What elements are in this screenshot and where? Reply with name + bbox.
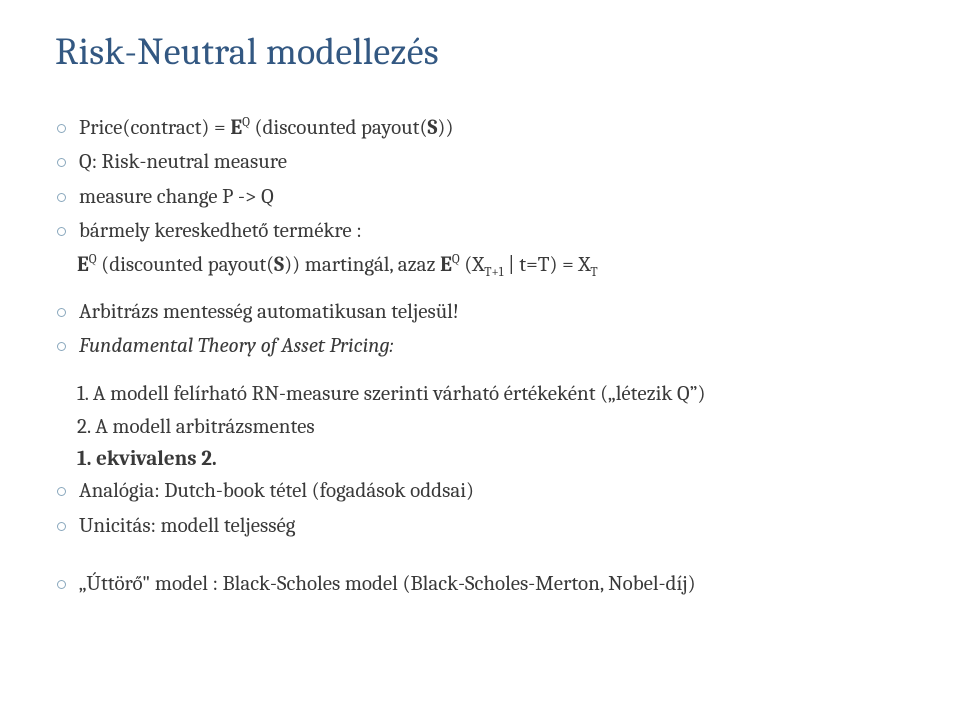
body-line: 1. ekvivalens 2. — [77, 445, 905, 473]
bullet-item: Fundamental Theory of Asset Pricing: — [55, 332, 905, 360]
spacer — [55, 546, 905, 570]
slide-title: Risk-Neutral modellezés — [55, 30, 905, 74]
slide: Risk-Neutral modellezés Price(contract) … — [0, 0, 960, 720]
text-line: 1. A modell felírható RN-measure szerint… — [77, 380, 905, 408]
body-line: EQ (discounted payout(S)) martingál, aza… — [77, 251, 905, 279]
bullet-item: Analógia: Dutch-book tétel (fogadások od… — [55, 477, 905, 505]
bullet-item: Unicitás: modell teljesség — [55, 512, 905, 540]
text-line: 1. ekvivalens 2. — [77, 445, 905, 473]
text-line: 2. A modell arbitrázsmentes — [77, 413, 905, 441]
bullet-item: Arbitrázs mentesség automatikusan teljes… — [55, 298, 905, 326]
bullet-item: „Úttörő" model : Black-Scholes model (Bl… — [55, 570, 905, 598]
spacer — [55, 366, 905, 380]
bullet-item: bármely kereskedhető termékre : — [55, 217, 905, 245]
body-line: 1. A modell felírható RN-measure szerint… — [77, 380, 905, 408]
bullet-item: measure change P -> Q — [55, 183, 905, 211]
text-line: EQ (discounted payout(S)) martingál, aza… — [77, 251, 905, 279]
bullet-item: Price(contract) = EQ (discounted payout(… — [55, 114, 905, 142]
bullet-list: Price(contract) = EQ (discounted payout(… — [55, 114, 905, 598]
spacer — [55, 284, 905, 298]
body-line: 2. A modell arbitrázsmentes — [77, 413, 905, 441]
bullet-item: Q: Risk-neutral measure — [55, 148, 905, 176]
